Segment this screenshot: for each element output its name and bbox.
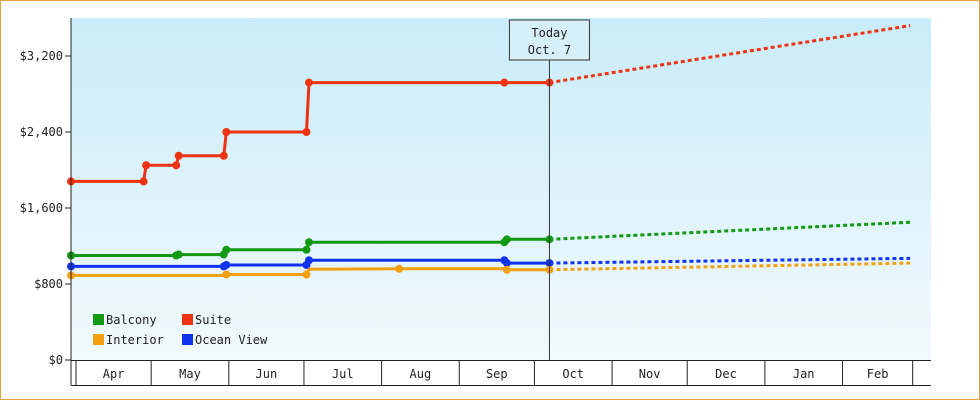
x-tick-label: Aug xyxy=(410,367,432,381)
data-point-interior[interactable] xyxy=(395,264,404,273)
data-point-suite[interactable] xyxy=(302,128,311,136)
legend-label-suite[interactable]: Suite xyxy=(195,313,231,327)
x-tick-label: Sep xyxy=(486,367,508,381)
data-point-suite[interactable] xyxy=(222,128,231,136)
x-tick-label: Oct xyxy=(562,367,584,381)
x-tick-label: Jul xyxy=(332,367,354,381)
plot-background xyxy=(71,18,931,360)
data-point-interior[interactable] xyxy=(302,270,311,279)
data-point-suite[interactable] xyxy=(219,151,228,160)
x-tick-label: Apr xyxy=(103,367,125,381)
today-box xyxy=(508,19,590,61)
data-point-balcony[interactable] xyxy=(502,235,511,244)
y-tick-label: $0 xyxy=(49,353,63,367)
data-point-suite[interactable] xyxy=(142,161,151,170)
y-tick-label: $3,200 xyxy=(20,49,63,63)
today-date-label: Oct. 7 xyxy=(528,43,571,57)
projection-line-suite xyxy=(549,24,911,85)
data-point-suite[interactable] xyxy=(174,151,183,160)
legend-swatch-interior xyxy=(93,334,104,345)
data-point-interior[interactable] xyxy=(222,270,231,279)
data-point-balcony[interactable] xyxy=(302,245,311,254)
legend-swatch-ocean-view xyxy=(182,334,193,345)
data-point-suite[interactable] xyxy=(304,78,313,87)
data-point-ocean-view[interactable] xyxy=(222,261,231,269)
x-tick-label: Dec xyxy=(715,367,737,381)
data-point-balcony[interactable] xyxy=(222,245,231,254)
data-point-suite[interactable] xyxy=(172,161,181,170)
legend-label-interior[interactable]: Interior xyxy=(106,333,164,347)
data-point-interior[interactable] xyxy=(502,265,511,274)
x-tick-label: Jun xyxy=(256,367,278,381)
data-point-ocean-view[interactable] xyxy=(502,259,511,268)
y-tick-label: $800 xyxy=(34,277,63,291)
legend-label-balcony[interactable]: Balcony xyxy=(106,313,157,327)
data-point-balcony[interactable] xyxy=(174,250,183,259)
x-tick-label: Jan xyxy=(793,367,815,381)
legend-swatch-balcony xyxy=(93,314,104,325)
x-tick-label: Nov xyxy=(639,367,661,381)
data-point-balcony[interactable] xyxy=(304,238,313,247)
y-tick-label: $1,600 xyxy=(20,201,63,215)
today-label: Today xyxy=(531,26,567,40)
y-tick-label: $2,400 xyxy=(20,125,63,139)
data-point-suite[interactable] xyxy=(139,177,148,186)
data-point-ocean-view[interactable] xyxy=(304,256,313,265)
x-tick-label: Feb xyxy=(867,367,889,381)
legend-swatch-suite xyxy=(182,314,193,325)
legend-label-ocean-view[interactable]: Ocean View xyxy=(195,333,268,347)
x-tick-label: May xyxy=(179,367,201,381)
data-point-suite[interactable] xyxy=(500,78,509,87)
